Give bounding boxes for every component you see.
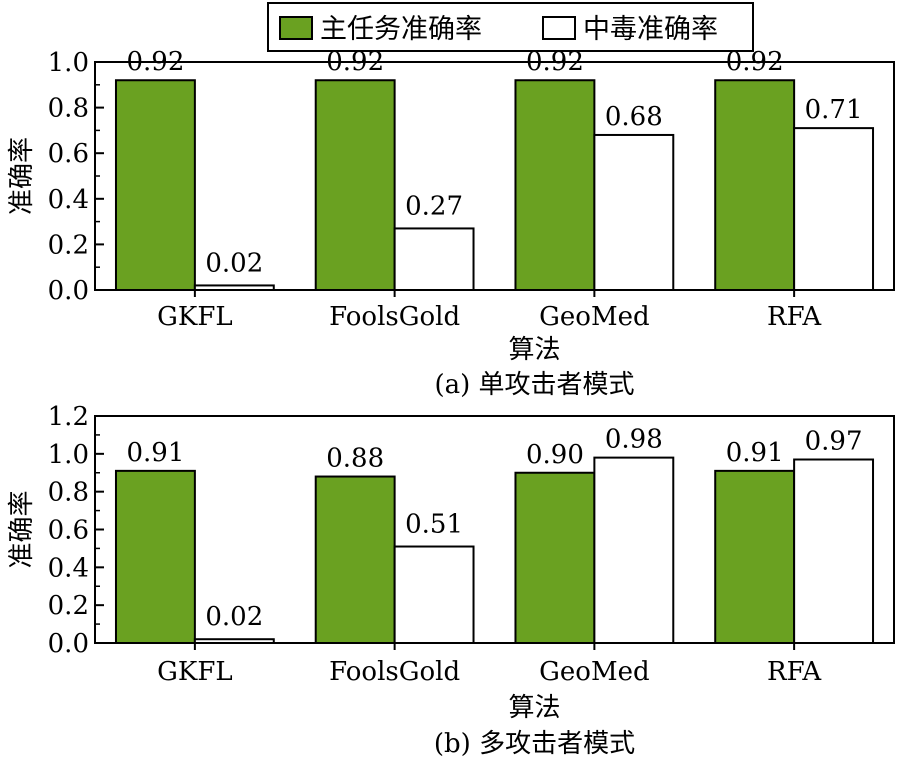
y-tick-label: 0.0 xyxy=(48,276,89,306)
x-tick-label: GeoMed xyxy=(539,657,649,687)
y-tick-label: 0.6 xyxy=(48,139,89,169)
bar-poison-foolsgold xyxy=(393,227,475,292)
data-label: 0.27 xyxy=(405,191,463,221)
x-tick-label: FoolsGold xyxy=(329,302,460,332)
data-label: 0.88 xyxy=(326,444,384,474)
data-label: 0.92 xyxy=(726,47,784,77)
bar-poison-rfa xyxy=(793,127,875,291)
y-tick-label: 0.2 xyxy=(48,230,89,260)
y-tick-label: 1.0 xyxy=(48,48,89,78)
data-label: 0.92 xyxy=(526,47,584,77)
data-label: 0.68 xyxy=(605,102,663,132)
bar-poison-gkfl xyxy=(193,284,275,292)
x-tick-label: GKFL xyxy=(157,657,233,687)
y-tick-label: 0.0 xyxy=(48,629,89,659)
y-axis-label: 准确率 xyxy=(7,490,37,568)
y-tick-label: 0.2 xyxy=(48,591,89,621)
chart-multi-attacker: 0.00.20.40.60.81.01.2 0.910.020.880.510.… xyxy=(7,402,895,759)
y-tick-label: 1.2 xyxy=(48,402,89,432)
bar-main-gkfl xyxy=(114,469,196,644)
data-label: 0.71 xyxy=(805,95,863,125)
legend-swatch-poison xyxy=(542,16,576,40)
data-label: 0.92 xyxy=(126,47,184,77)
chart-caption: (b) 多攻击者模式 xyxy=(434,729,635,759)
data-label: 0.02 xyxy=(205,248,263,278)
y-tick-label: 0.4 xyxy=(48,185,89,215)
bar-poison-foolsgold xyxy=(393,545,475,645)
bar-main-gkfl xyxy=(114,79,196,291)
data-label: 0.91 xyxy=(726,438,784,468)
y-axis-label: 准确率 xyxy=(7,137,37,215)
bar-poison-rfa xyxy=(793,458,875,644)
data-label: 0.90 xyxy=(526,440,584,470)
data-label: 0.02 xyxy=(205,602,263,632)
bar-main-rfa xyxy=(714,79,796,291)
y-tick-label: 1.0 xyxy=(48,440,89,470)
data-label: 0.97 xyxy=(805,427,863,457)
legend-label-poison: 中毒准确率 xyxy=(583,14,718,45)
y-axis: 0.0 0.2 0.4 0.6 0.8 1.0 xyxy=(48,48,104,306)
data-label: 0.91 xyxy=(126,438,184,468)
x-tick-label: GeoMed xyxy=(539,302,649,332)
y-tick-label: 0.6 xyxy=(48,516,89,546)
legend-box xyxy=(267,2,754,52)
data-label: 0.92 xyxy=(326,47,384,77)
bar-main-geomed xyxy=(514,79,596,291)
y-tick-label: 0.8 xyxy=(48,94,89,124)
chart-caption: (a) 单攻击者模式 xyxy=(434,370,634,400)
data-label: 0.51 xyxy=(405,510,463,540)
x-tick-label: GKFL xyxy=(157,302,233,332)
bar-main-rfa xyxy=(714,469,796,644)
bar-poison-geomed xyxy=(593,456,675,644)
bar-poison-gkfl xyxy=(193,638,275,645)
legend-swatch-main xyxy=(279,16,313,40)
bar-main-foolsgold xyxy=(314,475,396,644)
x-axis: GKFL FoolsGold GeoMed RFA xyxy=(157,290,822,332)
bar-main-foolsgold xyxy=(314,79,396,291)
x-axis-label: 算法 xyxy=(508,335,560,365)
x-tick-label: RFA xyxy=(767,657,822,687)
x-tick-label: FoolsGold xyxy=(329,657,460,687)
bar-main-geomed xyxy=(514,471,596,644)
y-tick-label: 0.8 xyxy=(48,478,89,508)
y-axis: 0.0 0.2 0.4 0.6 0.8 1.0 1.2 xyxy=(48,402,104,659)
data-label: 0.98 xyxy=(605,425,663,455)
bars: 0.92 0.02 0.92 0.27 0.92 0.68 0.92 0.71 xyxy=(114,47,875,292)
legend-label-main: 主任务准确率 xyxy=(320,14,482,45)
legend: 主任务准确率 中毒准确率 xyxy=(267,2,754,52)
x-axis: GKFL FoolsGold GeoMed RFA xyxy=(157,643,822,687)
y-tick-label: 0.4 xyxy=(48,553,89,583)
bars: 0.91 0.02 0.88 0.51 0.90 0.98 0.91 0.97 xyxy=(114,425,875,645)
x-axis-label: 算法 xyxy=(508,693,560,723)
x-tick-label: RFA xyxy=(767,302,822,332)
chart-single-attacker: 0.00.20.40.60.81.0 0.920.020.920.270.920… xyxy=(7,47,895,400)
bar-poison-geomed xyxy=(593,133,675,291)
